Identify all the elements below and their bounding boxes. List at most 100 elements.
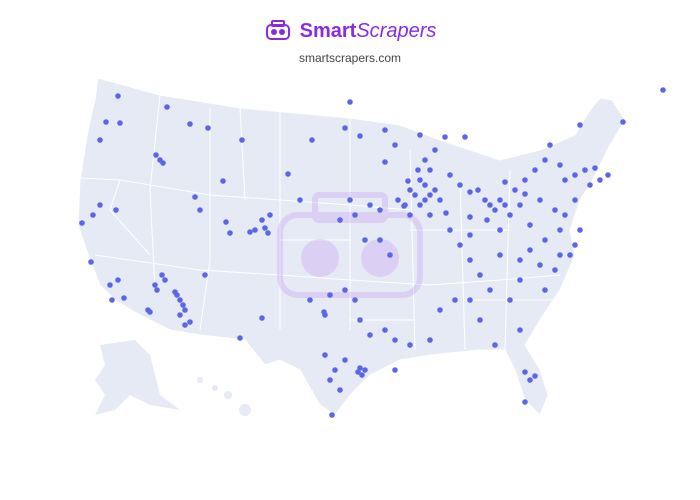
location-dot — [307, 297, 313, 303]
location-dot — [547, 142, 553, 148]
location-dot — [347, 197, 353, 203]
location-dot — [352, 212, 358, 218]
location-dot — [177, 297, 183, 303]
location-dot — [387, 252, 393, 258]
location-dot — [532, 167, 538, 173]
location-dot — [377, 207, 383, 213]
location-dot — [103, 119, 109, 125]
location-dot — [437, 307, 443, 313]
location-dot — [507, 212, 513, 218]
location-dot — [265, 230, 271, 236]
location-dot — [582, 167, 588, 173]
location-dot — [357, 317, 363, 323]
location-dot — [527, 377, 533, 383]
location-dot — [467, 257, 473, 263]
location-dot — [392, 367, 398, 373]
location-dot — [507, 297, 513, 303]
location-dot — [492, 207, 498, 213]
location-dot — [605, 172, 611, 178]
location-dot — [159, 272, 165, 278]
location-dot — [362, 367, 368, 373]
location-dot — [432, 147, 438, 153]
location-dot — [267, 212, 273, 218]
location-dot — [562, 212, 568, 218]
location-dot — [357, 133, 363, 139]
location-dot — [452, 297, 458, 303]
location-dot — [337, 387, 343, 393]
state-lines — [79, 94, 561, 351]
location-dot — [347, 99, 353, 105]
location-dot — [395, 197, 401, 203]
location-dot — [467, 232, 473, 238]
location-dot — [542, 157, 548, 163]
location-dot — [115, 277, 121, 283]
location-dot — [115, 93, 121, 99]
location-dot — [405, 178, 411, 184]
location-dot — [412, 192, 418, 198]
location-dot — [427, 192, 433, 198]
location-dot — [259, 217, 265, 223]
location-dot — [512, 187, 518, 193]
location-dot — [342, 287, 348, 293]
location-dot — [517, 257, 523, 263]
location-dot — [407, 342, 413, 348]
location-dot — [462, 134, 468, 140]
location-dot — [557, 162, 563, 168]
location-dot — [562, 177, 568, 183]
location-dot — [447, 227, 453, 233]
location-dot — [160, 160, 166, 166]
location-dot — [401, 203, 407, 209]
location-dot — [592, 165, 598, 171]
location-dot — [147, 309, 153, 315]
location-dot — [427, 337, 433, 343]
location-dot — [457, 242, 463, 248]
location-dot — [427, 212, 433, 218]
location-dot — [239, 137, 245, 143]
location-dot — [154, 287, 160, 293]
location-dot — [180, 302, 186, 308]
location-dot — [309, 137, 315, 143]
location-dot — [79, 220, 85, 226]
location-dot — [392, 337, 398, 343]
location-dot — [182, 307, 188, 313]
locations — [79, 87, 666, 418]
location-dot — [467, 214, 473, 220]
location-dot — [467, 297, 473, 303]
location-dot — [342, 125, 348, 131]
location-dot — [527, 222, 533, 228]
location-dot — [342, 357, 348, 363]
location-dot — [502, 202, 508, 208]
location-dot — [522, 399, 528, 405]
location-dot — [422, 157, 428, 163]
location-dot — [164, 104, 170, 110]
location-dot — [153, 152, 159, 158]
watermark — [277, 192, 423, 298]
location-dot — [285, 171, 291, 177]
location-dot — [252, 227, 258, 233]
location-dot — [297, 197, 303, 203]
us-outline — [77, 77, 626, 416]
location-dot — [487, 287, 493, 293]
location-dot — [557, 252, 563, 258]
location-dot — [482, 197, 488, 203]
location-dot — [197, 207, 203, 213]
location-dot — [522, 191, 528, 197]
location-dot — [527, 247, 533, 253]
location-dot — [227, 230, 233, 236]
location-dot — [332, 367, 338, 373]
location-dot — [417, 132, 423, 138]
location-dot — [537, 262, 543, 268]
location-dot — [442, 134, 448, 140]
location-dot — [417, 177, 423, 183]
location-dot — [392, 142, 398, 148]
location-dot — [537, 197, 543, 203]
location-dot — [407, 212, 413, 218]
hawaii — [197, 377, 251, 416]
location-dot — [477, 317, 483, 323]
location-dot — [192, 194, 198, 200]
location-dot — [517, 327, 523, 333]
location-dot — [205, 125, 211, 131]
location-dot — [182, 322, 188, 328]
location-dot — [327, 377, 333, 383]
